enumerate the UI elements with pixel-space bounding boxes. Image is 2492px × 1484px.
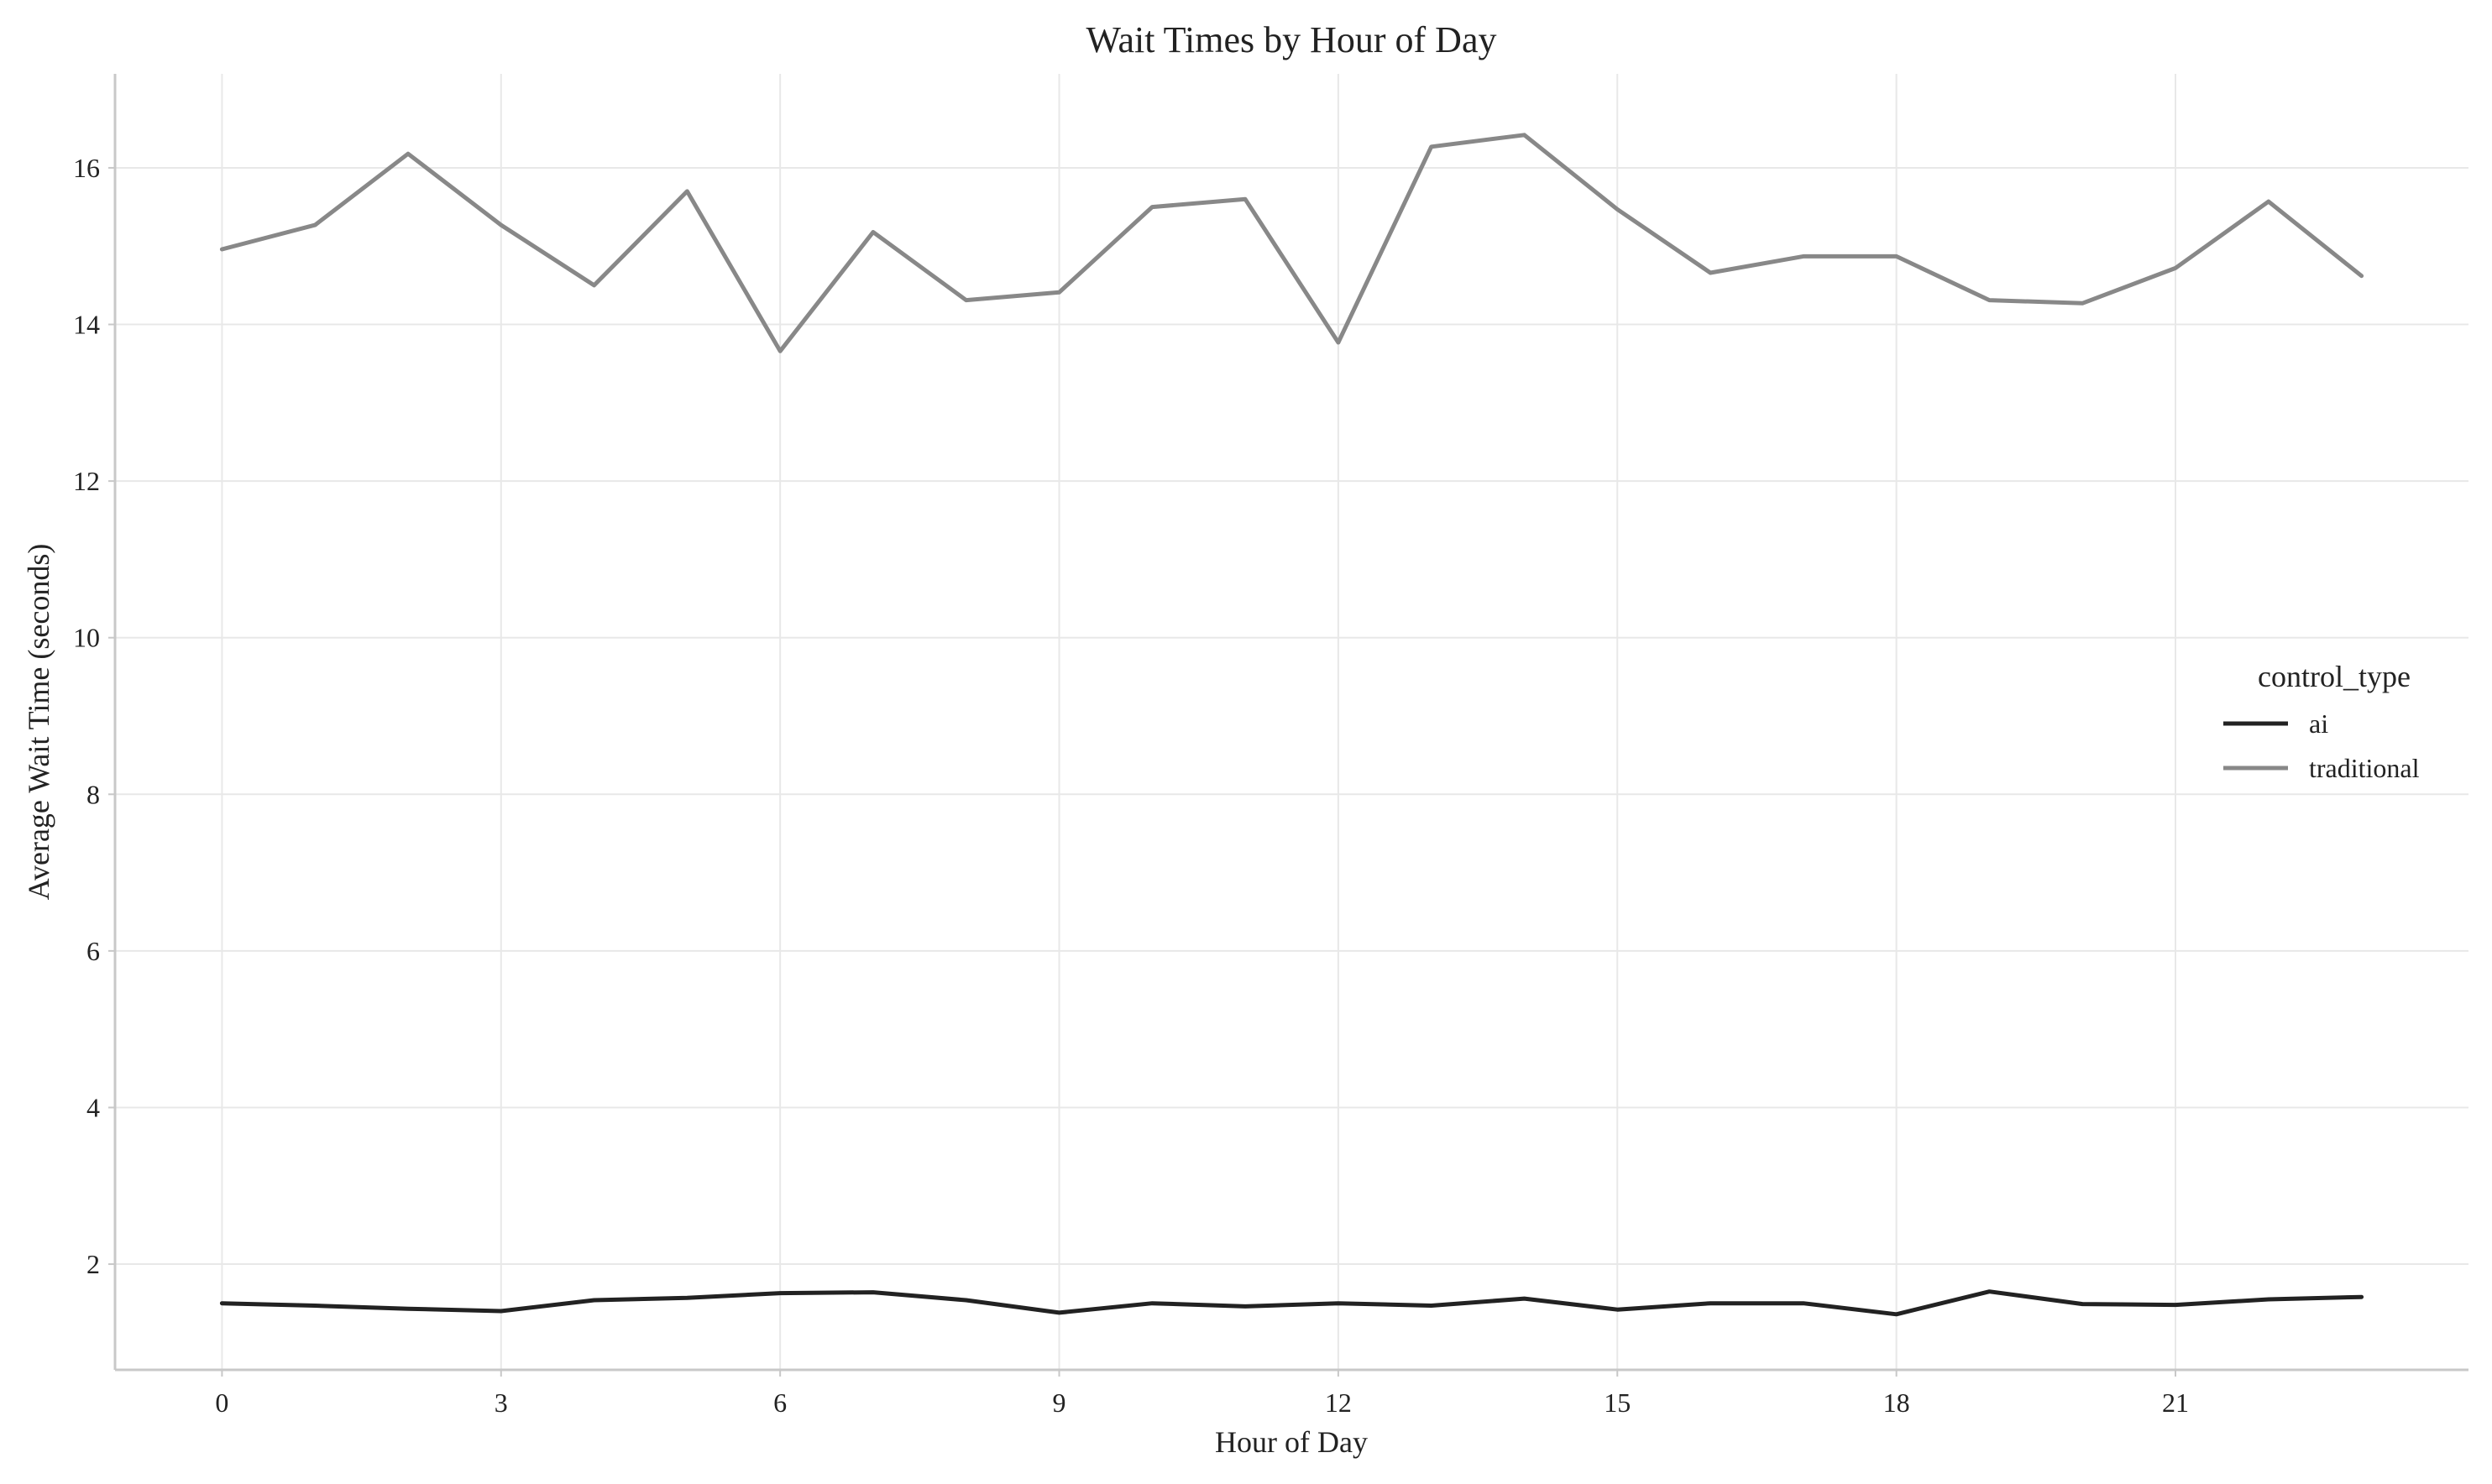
legend: control_type ai traditional — [2223, 660, 2420, 783]
x-tick-label: 18 — [1883, 1387, 1910, 1418]
y-tick-label: 4 — [86, 1092, 100, 1122]
x-ticks: 0 3 6 9 12 15 18 21 — [215, 1370, 2189, 1418]
y-tick-label: 10 — [73, 623, 100, 653]
chart-title: Wait Times by Hour of Day — [1086, 19, 1496, 60]
y-ticks: 2 4 6 8 10 12 14 16 — [73, 153, 115, 1279]
y-tick-label: 16 — [73, 153, 100, 183]
x-tick-label: 6 — [773, 1387, 787, 1418]
x-tick-label: 15 — [1604, 1387, 1631, 1418]
series-lines — [219, 133, 2364, 1317]
legend-label-traditional: traditional — [2309, 753, 2420, 783]
y-tick-label: 8 — [86, 779, 100, 809]
grid — [115, 74, 2468, 1370]
series-line-ai — [219, 1289, 2364, 1317]
x-tick-label: 0 — [215, 1387, 228, 1418]
legend-label-ai: ai — [2309, 708, 2328, 739]
series-line-traditional — [219, 133, 2364, 353]
x-tick-label: 21 — [2162, 1387, 2189, 1418]
legend-title: control_type — [2258, 660, 2411, 693]
x-tick-label: 12 — [1325, 1387, 1352, 1418]
y-tick-label: 6 — [86, 936, 100, 966]
x-tick-label: 3 — [495, 1387, 508, 1418]
legend-items: ai traditional — [2223, 708, 2420, 783]
axes — [113, 74, 2468, 1372]
y-tick-label: 2 — [86, 1249, 100, 1279]
y-tick-label: 12 — [73, 466, 100, 496]
x-axis-label: Hour of Day — [1215, 1425, 1368, 1459]
y-axis-label: Average Wait Time (seconds) — [22, 544, 55, 901]
x-tick-label: 9 — [1053, 1387, 1066, 1418]
y-tick-label: 14 — [73, 310, 100, 340]
